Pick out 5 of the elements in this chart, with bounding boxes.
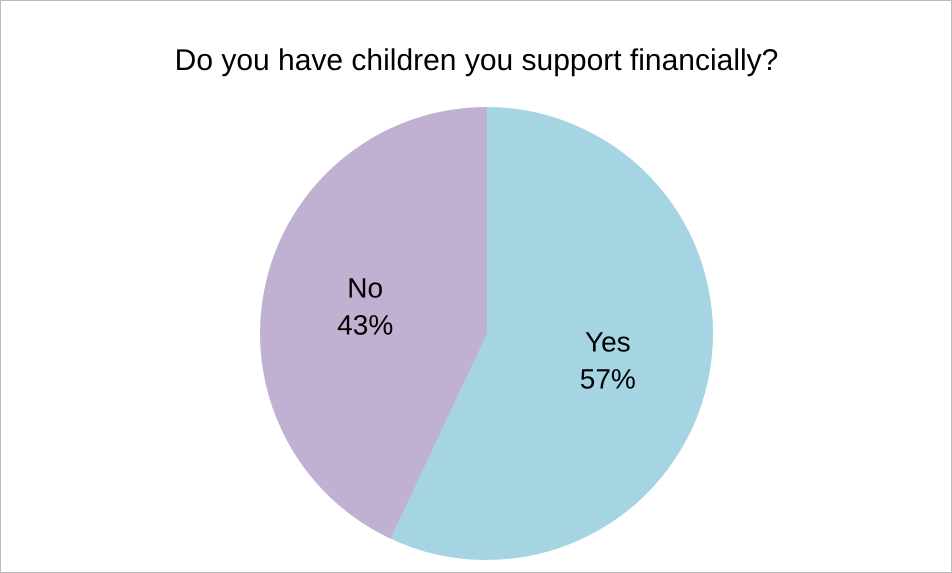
chart-title: Do you have children you support financially?: [174, 44, 778, 77]
data-label: 43%: [337, 309, 394, 340]
slice-label: No: [347, 272, 384, 304]
data-label: 57%: [580, 364, 636, 395]
slice-label: Yes: [584, 326, 631, 358]
